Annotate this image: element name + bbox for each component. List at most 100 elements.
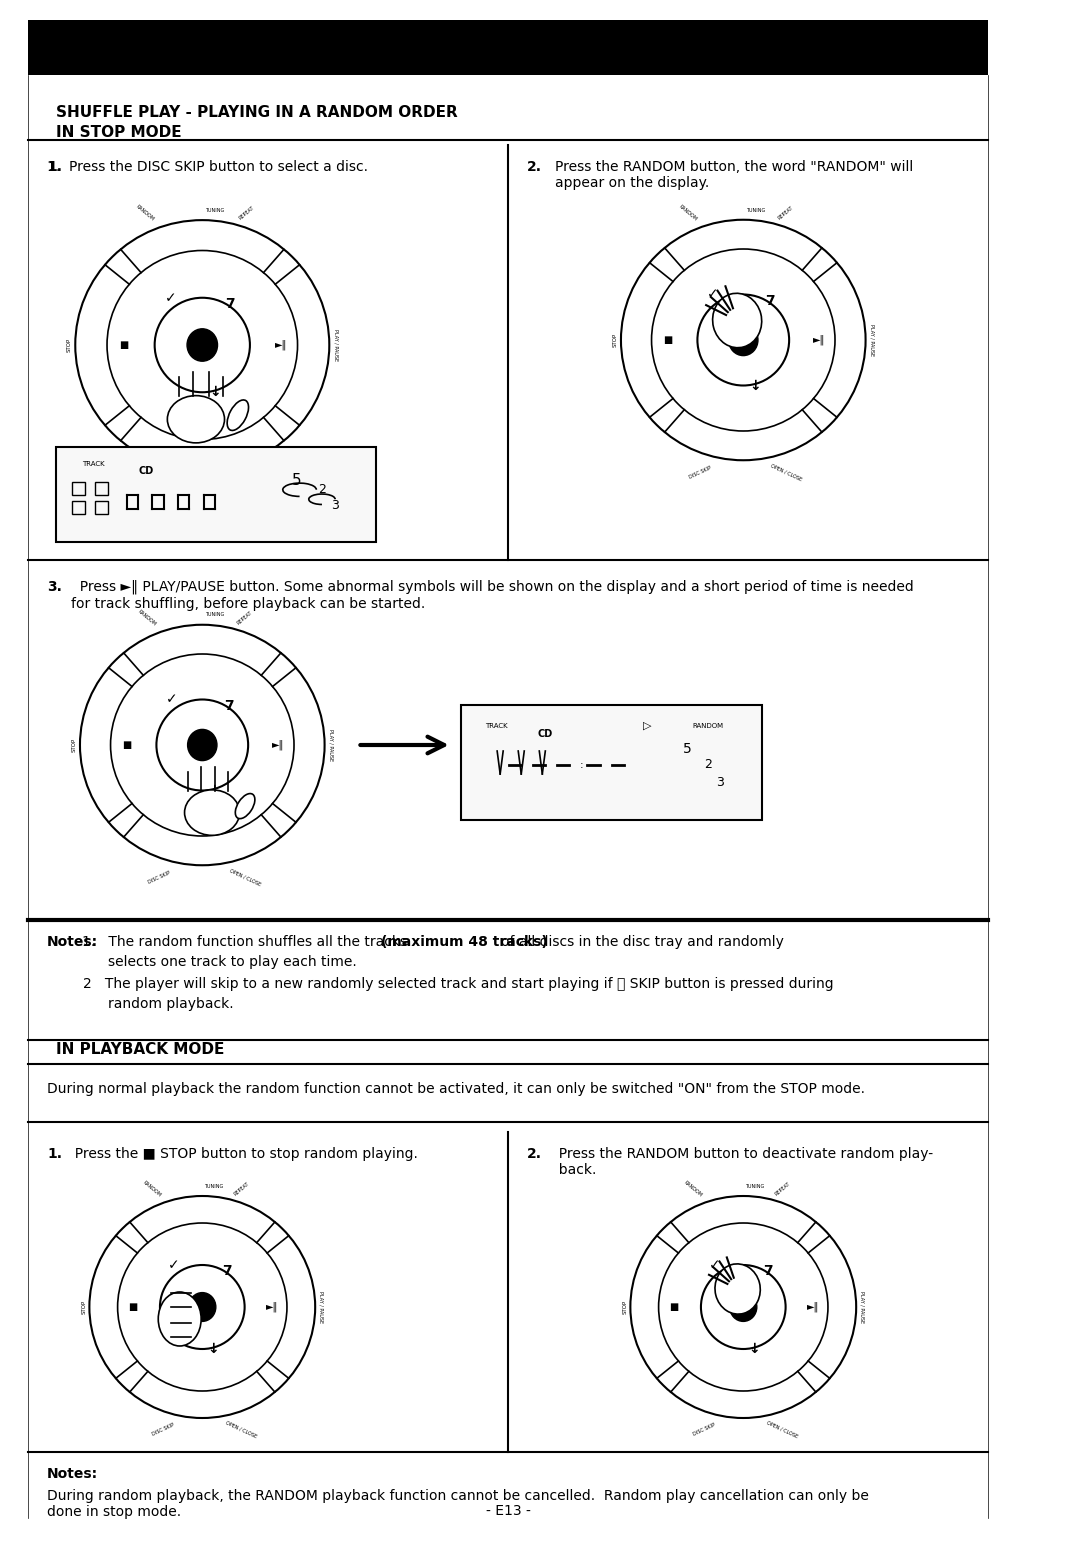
Text: OPEN / CLOSE: OPEN / CLOSE bbox=[230, 474, 264, 492]
Text: IN STOP MODE: IN STOP MODE bbox=[56, 125, 183, 139]
Text: PLAY / PAUSE: PLAY / PAUSE bbox=[869, 324, 874, 356]
Text: 5: 5 bbox=[683, 741, 691, 755]
Text: Press the ■ STOP button to stop random playing.: Press the ■ STOP button to stop random p… bbox=[66, 1147, 418, 1161]
Circle shape bbox=[729, 325, 758, 356]
Text: REPEAT: REPEAT bbox=[237, 610, 254, 625]
Text: ✓: ✓ bbox=[166, 692, 177, 706]
Text: TUNING: TUNING bbox=[204, 1184, 224, 1189]
FancyBboxPatch shape bbox=[461, 704, 762, 820]
Text: 5: 5 bbox=[292, 472, 301, 488]
Text: STOP: STOP bbox=[622, 1300, 627, 1314]
Text: 1.  Press the DISC SKIP button to select a disc.: 1. Press the DISC SKIP button to select … bbox=[48, 159, 368, 173]
Bar bbox=[72, 481, 85, 494]
Ellipse shape bbox=[159, 1293, 201, 1347]
Text: ✓: ✓ bbox=[165, 291, 176, 305]
Text: 3: 3 bbox=[330, 500, 339, 512]
Text: STOP: STOP bbox=[612, 333, 618, 347]
Text: PLAY / PAUSE: PLAY / PAUSE bbox=[319, 1291, 323, 1324]
Text: 7: 7 bbox=[225, 700, 234, 714]
Text: - E13 -: - E13 - bbox=[486, 1505, 530, 1519]
FancyBboxPatch shape bbox=[56, 447, 376, 542]
Text: TUNING: TUNING bbox=[205, 207, 225, 212]
Text: 2: 2 bbox=[704, 759, 712, 771]
Text: ↓: ↓ bbox=[210, 385, 220, 399]
Ellipse shape bbox=[185, 789, 240, 836]
Text: REPEAT: REPEAT bbox=[774, 1181, 792, 1197]
Text: Press the RANDOM button, the word "RANDOM" will
appear on the display.: Press the RANDOM button, the word "RANDO… bbox=[555, 159, 914, 190]
Ellipse shape bbox=[713, 293, 761, 348]
Circle shape bbox=[189, 1293, 216, 1322]
Text: Notes:: Notes: bbox=[48, 935, 98, 949]
Text: STOP: STOP bbox=[66, 337, 71, 351]
Bar bbox=[72, 502, 85, 514]
Text: ■: ■ bbox=[669, 1302, 678, 1313]
Text: OPEN / CLOSE: OPEN / CLOSE bbox=[770, 463, 802, 481]
Text: CD: CD bbox=[138, 466, 153, 475]
Text: RANDOM: RANDOM bbox=[692, 723, 724, 729]
Text: ▷: ▷ bbox=[644, 721, 652, 731]
Text: 3: 3 bbox=[716, 776, 724, 788]
Text: TRACK: TRACK bbox=[82, 461, 105, 467]
Text: random playback.: random playback. bbox=[108, 997, 234, 1011]
Text: ↓: ↓ bbox=[207, 1342, 219, 1356]
Text: 1.   The random function shuffles all the tracks: 1. The random function shuffles all the … bbox=[48, 935, 411, 949]
Text: 3.: 3. bbox=[48, 580, 62, 594]
Text: SHUFFLE PLAY - PLAYING IN A RANDOM ORDER: SHUFFLE PLAY - PLAYING IN A RANDOM ORDER bbox=[56, 105, 458, 121]
Text: OPEN / CLOSE: OPEN / CLOSE bbox=[767, 1420, 799, 1440]
Text: 7: 7 bbox=[222, 1265, 232, 1279]
Text: OPEN / CLOSE: OPEN / CLOSE bbox=[229, 868, 261, 887]
Text: OPEN / CLOSE: OPEN / CLOSE bbox=[226, 1420, 258, 1440]
Text: TUNING: TUNING bbox=[745, 1184, 765, 1189]
Ellipse shape bbox=[167, 396, 225, 443]
Text: ►‖: ►‖ bbox=[266, 1302, 279, 1313]
Bar bbox=[28, 20, 988, 74]
Text: RANDOM: RANDOM bbox=[678, 204, 699, 221]
Text: TRACK: TRACK bbox=[485, 723, 508, 729]
Text: DISC SKIP: DISC SKIP bbox=[692, 1423, 716, 1437]
Ellipse shape bbox=[715, 1263, 760, 1314]
Text: 7: 7 bbox=[226, 297, 235, 311]
Text: RANDOM: RANDOM bbox=[683, 1181, 702, 1198]
Text: STOP: STOP bbox=[81, 1300, 86, 1314]
Text: ■: ■ bbox=[122, 740, 131, 749]
Text: ►‖: ►‖ bbox=[272, 740, 284, 751]
Text: ✓: ✓ bbox=[168, 1259, 180, 1272]
Text: 2.: 2. bbox=[527, 1147, 542, 1161]
Text: PLAY / PAUSE: PLAY / PAUSE bbox=[860, 1291, 864, 1324]
Text: DISC SKIP: DISC SKIP bbox=[146, 475, 170, 491]
Text: ■: ■ bbox=[119, 341, 129, 350]
Ellipse shape bbox=[235, 794, 255, 819]
Text: STOP: STOP bbox=[71, 738, 77, 752]
Text: ■: ■ bbox=[663, 334, 672, 345]
Text: PLAY / PAUSE: PLAY / PAUSE bbox=[328, 729, 334, 762]
Text: During random playback, the RANDOM playback function cannot be cancelled.  Rando: During random playback, the RANDOM playb… bbox=[48, 1489, 869, 1519]
Bar bbox=[95, 481, 108, 494]
Text: ✓: ✓ bbox=[707, 288, 718, 302]
Text: 7: 7 bbox=[764, 1265, 773, 1279]
Text: (maximum 48 tracks): (maximum 48 tracks) bbox=[381, 935, 548, 949]
Text: 2.: 2. bbox=[527, 159, 542, 173]
Circle shape bbox=[188, 729, 217, 760]
Text: Press ►‖ PLAY/PAUSE button. Some abnormal symbols will be shown on the display a: Press ►‖ PLAY/PAUSE button. Some abnorma… bbox=[70, 580, 914, 611]
Text: TUNING: TUNING bbox=[746, 207, 765, 212]
Text: ■: ■ bbox=[127, 1302, 137, 1313]
Text: ✓: ✓ bbox=[710, 1259, 720, 1272]
Bar bbox=[95, 502, 108, 514]
Text: REPEAT: REPEAT bbox=[238, 204, 256, 220]
Text: 2: 2 bbox=[318, 483, 326, 497]
Text: 7: 7 bbox=[766, 294, 775, 308]
Text: ►‖: ►‖ bbox=[274, 339, 287, 350]
Text: CD: CD bbox=[538, 729, 553, 738]
Text: of all discs in the disc tray and randomly: of all discs in the disc tray and random… bbox=[501, 935, 784, 949]
Text: RANDOM: RANDOM bbox=[135, 204, 156, 221]
Circle shape bbox=[730, 1293, 757, 1322]
Text: Press the RANDOM button to deactivate random play-
  back.: Press the RANDOM button to deactivate ra… bbox=[551, 1147, 933, 1176]
Ellipse shape bbox=[227, 399, 248, 430]
Text: RANDOM: RANDOM bbox=[141, 1181, 162, 1198]
Text: DISC SKIP: DISC SKIP bbox=[148, 870, 172, 885]
Text: 1.: 1. bbox=[48, 1147, 62, 1161]
Text: 2   The player will skip to a new randomly selected track and start playing if ⏭: 2 The player will skip to a new randomly… bbox=[83, 977, 834, 991]
Text: REPEAT: REPEAT bbox=[778, 204, 795, 220]
Text: IN PLAYBACK MODE: IN PLAYBACK MODE bbox=[56, 1042, 225, 1057]
Text: ↓: ↓ bbox=[750, 379, 761, 393]
